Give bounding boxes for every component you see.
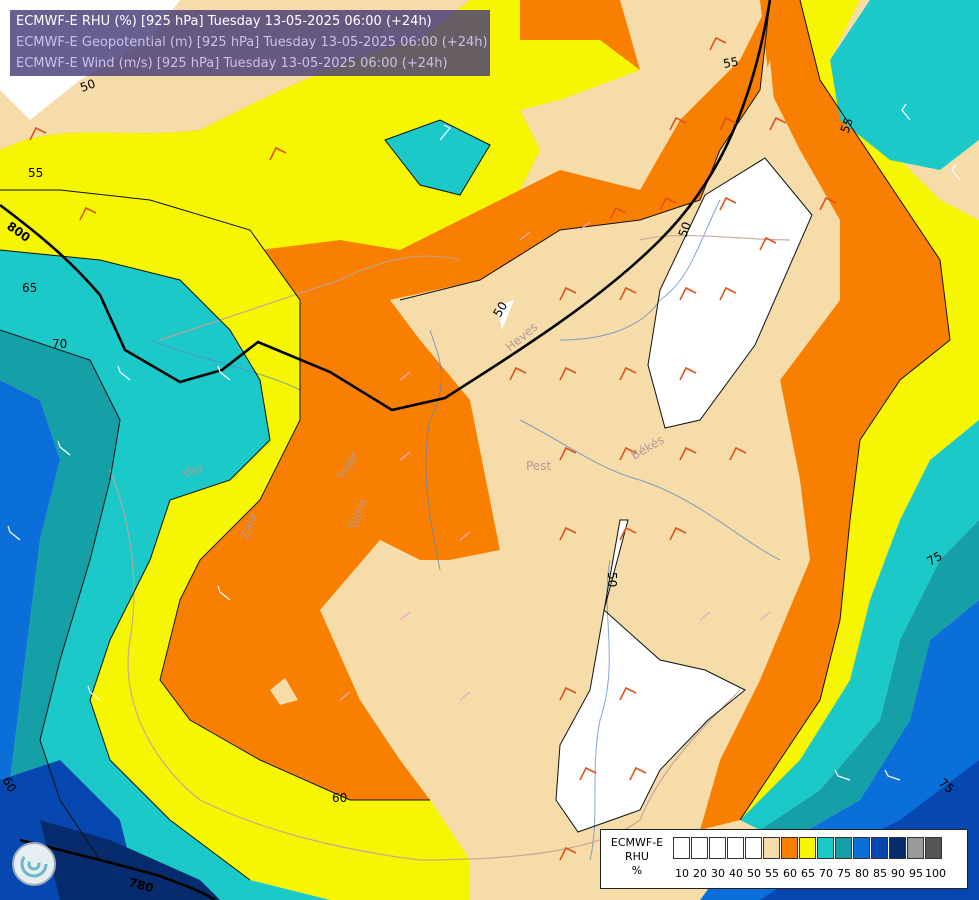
- contour-label-50-ne: 50: [676, 220, 694, 239]
- scale-swatch: [871, 837, 888, 859]
- ecmwf-logo-icon: [12, 842, 56, 886]
- scale-ticks: 10 20 30 40 50 55 60 65 70 75 80 85 90 95 100: [673, 867, 946, 880]
- rh-75-band-west: [0, 330, 150, 900]
- scale-tick-label: 40: [729, 867, 743, 880]
- scale-tick-label: 100: [925, 867, 946, 880]
- wind-barbs-pink: [339, 221, 771, 701]
- rh-55-patch-west: [270, 678, 298, 705]
- rh-70-blob-north: [385, 120, 490, 195]
- contour-label-55-w: 55: [28, 166, 43, 180]
- scale-tick-label: 50: [747, 867, 761, 880]
- scale-title-line: %: [631, 864, 643, 877]
- isolines: [0, 0, 951, 881]
- rh-90-region-sw: [40, 820, 220, 900]
- scale-tick-label: 10: [675, 867, 689, 880]
- rh-dry-region-ne: [648, 158, 812, 428]
- contour-label-65-w: 65: [22, 281, 37, 295]
- title-rhu: ECMWF-E RHU (%) [925 hPa] Tuesday 13-05-…: [16, 14, 432, 29]
- contour-label-60-sw: 60: [0, 775, 19, 795]
- scale-swatch: [763, 837, 780, 859]
- scale-swatch: [799, 837, 816, 859]
- scale-swatch: [925, 837, 942, 859]
- scale-tick-label: 65: [801, 867, 815, 880]
- map-title-box: ECMWF-E RHU (%) [925 hPa] Tuesday 13-05-…: [10, 10, 490, 76]
- rh-75-band-se: [760, 520, 979, 840]
- wind-barbs: [7, 103, 961, 781]
- scale-tick-label: 95: [909, 867, 923, 880]
- rh-65-band-west: [0, 190, 470, 900]
- contour-label-60-s: 60: [332, 791, 347, 805]
- contour-label-780: 780: [127, 875, 155, 895]
- scale-tick-label: 75: [837, 867, 851, 880]
- scale-swatch: [889, 837, 906, 859]
- rh-60-band-central: [400, 0, 770, 300]
- rh-70-region-ne: [830, 0, 979, 170]
- place-label-vas: Vas: [180, 461, 204, 481]
- scale-tick-label: 80: [855, 867, 869, 880]
- place-label-pest: Pest: [526, 459, 551, 473]
- title-wind: ECMWF-E Wind (m/s) [925 hPa] Tuesday 13-…: [16, 56, 448, 71]
- scale-swatch: [691, 837, 708, 859]
- scale-tick-label: 90: [891, 867, 905, 880]
- scale-tick-label: 30: [711, 867, 725, 880]
- contour-label-70-w: 70: [52, 337, 67, 351]
- contour-label-55-ne: 55: [838, 116, 856, 135]
- scale-title-line: ECMWF-E: [610, 836, 664, 849]
- logo-swirl-icon: [20, 850, 48, 878]
- rhu-color-scale: ECMWF-E RHU % 10 20 30 40 50 55 60 65 70 75 80 85 90…: [600, 829, 968, 889]
- scale-swatch: [673, 837, 690, 859]
- geopotential-line-800: [0, 0, 772, 412]
- scale-swatch: [727, 837, 744, 859]
- title-geopotential: ECMWF-E Geopotential (m) [925 hPa] Tuesd…: [16, 35, 488, 50]
- scale-swatch: [781, 837, 798, 859]
- scale-tick-label: 20: [693, 867, 707, 880]
- scale-swatch: [907, 837, 924, 859]
- scale-swatch: [817, 837, 834, 859]
- rh-dry-region-se: [556, 520, 745, 832]
- contour-label-50-se: 50: [605, 572, 619, 587]
- rh-60-band-east: [700, 0, 950, 830]
- scale-title: ECMWF-E RHU %: [603, 836, 671, 878]
- scale-tick-label: 85: [873, 867, 887, 880]
- contour-label-50-mid: 50: [490, 299, 510, 319]
- rh-70-band-west: [0, 250, 330, 900]
- scale-swatch: [835, 837, 852, 859]
- scale-swatch: [745, 837, 762, 859]
- contour-label-50-nw: 50: [78, 76, 97, 94]
- scale-tick-label: 55: [765, 867, 779, 880]
- rivers: [149, 199, 781, 861]
- wind-barbs-orange: [29, 36, 837, 861]
- contour-label-55-n: 55: [722, 55, 739, 71]
- rh-70-band-se: [740, 420, 979, 830]
- contour-label-75-e: 75: [925, 549, 945, 569]
- scale-title-line: RHU: [625, 850, 649, 863]
- rh-80-region-west: [0, 380, 60, 900]
- scale-swatch: [709, 837, 726, 859]
- scale-swatches: [673, 837, 943, 859]
- rh-dry-patch-small: [497, 300, 514, 330]
- geopotential-line-780: [19, 838, 216, 900]
- scale-swatch: [853, 837, 870, 859]
- rh-65-band-east: [740, 0, 979, 820]
- scale-tick-label: 70: [819, 867, 833, 880]
- scale-tick-label: 60: [783, 867, 797, 880]
